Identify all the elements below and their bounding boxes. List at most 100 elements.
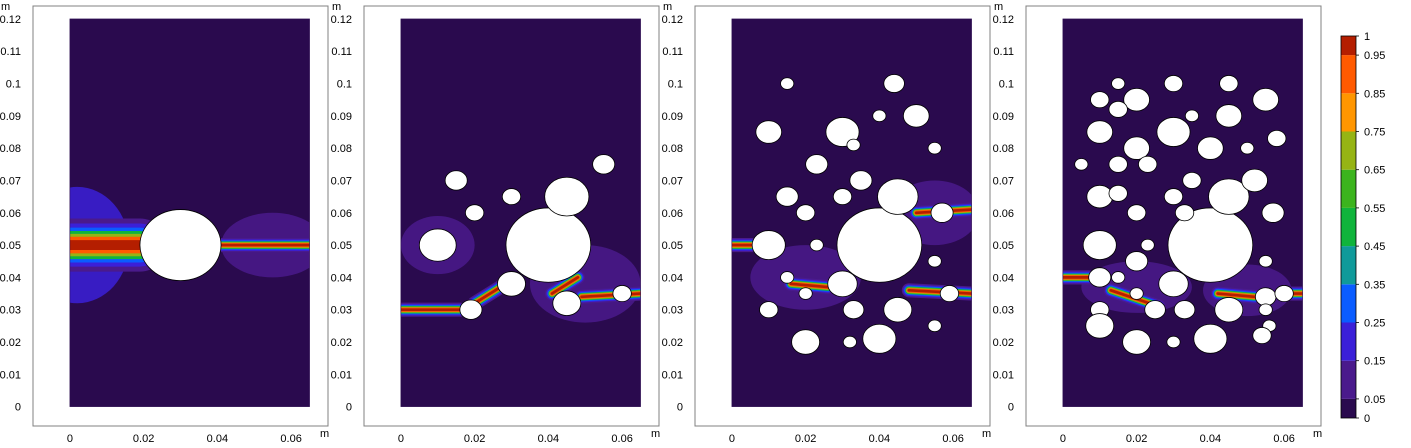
hole — [1127, 204, 1147, 222]
hole — [1241, 168, 1268, 193]
hole — [1082, 230, 1117, 261]
y-unit-label: m — [1, 1, 10, 13]
y-tick-label: 0.07 — [331, 175, 352, 187]
hole — [832, 188, 853, 206]
x-tick-label: 0.04 — [869, 433, 890, 445]
y-tick-label: 0.06 — [0, 208, 21, 220]
colorbar-segment — [1341, 246, 1356, 285]
x-unit-label: m — [651, 428, 660, 440]
hole — [1125, 251, 1149, 272]
hole — [780, 77, 795, 90]
x-tick-label: 0.04 — [538, 433, 559, 445]
y-tick-label: 0.1 — [999, 79, 1014, 91]
colorbar-tick-label: 0.05 — [1364, 394, 1385, 406]
hole — [1140, 238, 1155, 252]
hole — [1219, 75, 1239, 93]
hole — [1182, 171, 1202, 189]
hole — [1197, 136, 1224, 160]
hole — [1261, 202, 1285, 223]
y-tick-label: 0.1 — [337, 79, 352, 91]
hole — [1193, 323, 1228, 354]
y-tick-label: 0.07 — [662, 175, 683, 187]
hole — [809, 238, 824, 252]
hole — [459, 299, 483, 320]
hole — [1166, 335, 1181, 349]
x-tick-label: 0.04 — [207, 433, 228, 445]
colorbar-tick-label: 0 — [1364, 413, 1370, 425]
y-tick-label: 0.06 — [662, 208, 683, 220]
hole — [930, 202, 954, 223]
x-tick-label: 0.06 — [611, 433, 632, 445]
y-tick-label: 0.01 — [993, 369, 1014, 381]
hole — [827, 270, 858, 298]
x-tick-label: 0 — [398, 433, 404, 445]
colorbar-segment — [1341, 207, 1356, 247]
y-tick-label: 0.08 — [331, 143, 352, 155]
x-unit-label: m — [982, 428, 991, 440]
hole — [1258, 303, 1273, 316]
hole — [1111, 271, 1126, 284]
y-tick-label: 0.01 — [0, 369, 21, 381]
domain-background — [400, 18, 641, 407]
y-tick-label: 0.02 — [662, 337, 683, 349]
hole — [1086, 184, 1114, 209]
hole — [902, 104, 930, 128]
hole — [1090, 91, 1110, 109]
y-tick-label: 0.05 — [331, 240, 352, 252]
hole — [1156, 117, 1191, 147]
y-tick-label: 0.04 — [0, 272, 21, 284]
colorbar-tick-label: 0.35 — [1364, 279, 1385, 291]
hole — [418, 228, 457, 262]
y-tick-label: 0.08 — [993, 143, 1014, 155]
panel-1: 0 0.01 0.02 0.03 0.04 0.05 0.06 0.07 0.08 0.09 0.1… — [0, 1, 329, 445]
hole — [465, 204, 485, 222]
hole — [1123, 87, 1150, 112]
hole — [849, 170, 873, 191]
x-tick-label: 0.06 — [1273, 433, 1294, 445]
hole — [1158, 270, 1189, 298]
hole — [1252, 87, 1279, 112]
crack-band — [1216, 292, 1256, 299]
y-tick-label: 0.12 — [993, 14, 1014, 26]
y-tick-label: 0.07 — [0, 175, 21, 187]
y-tick-label: 0 — [677, 402, 683, 414]
y-tick-label: 0.09 — [0, 111, 21, 123]
hole — [842, 335, 857, 349]
hole — [1258, 255, 1273, 268]
domain-outline — [1062, 18, 1303, 407]
x-tick-label: 0.06 — [942, 433, 963, 445]
hole — [883, 297, 913, 323]
hole — [755, 120, 783, 144]
y-tick-label: 0.01 — [662, 369, 683, 381]
hole — [927, 319, 942, 333]
y-tick-label: 0.12 — [0, 14, 21, 26]
colorbar-tick-label: 0.25 — [1364, 318, 1385, 330]
hole — [927, 255, 942, 268]
hole — [1138, 155, 1158, 173]
y-tick-label: 0.02 — [993, 337, 1014, 349]
hole — [751, 230, 786, 261]
hole — [862, 323, 897, 354]
colorbar-segment — [1341, 131, 1356, 170]
panel-4: 0 0.01 0.02 0.03 0.04 0.05 0.06 0.07 0.08 0.09 0.1… — [993, 1, 1323, 445]
y-tick-label: 0.05 — [662, 240, 683, 252]
hole — [444, 170, 468, 191]
hole — [1085, 313, 1115, 339]
crack-band — [473, 285, 502, 305]
x-tick-label: 0 — [729, 433, 735, 445]
hole — [939, 285, 960, 303]
hole — [1163, 75, 1184, 93]
y-tick-label: 0.09 — [993, 111, 1014, 123]
x-unit-label: m — [320, 428, 329, 440]
y-tick-label: 0.08 — [0, 143, 21, 155]
domain-outline — [400, 18, 641, 407]
hole — [1108, 100, 1128, 118]
x-tick-label: 0 — [1060, 433, 1066, 445]
colorbar-segment — [1341, 93, 1356, 132]
hole — [775, 186, 799, 207]
x-tick-label: 0.02 — [464, 433, 485, 445]
hole — [1074, 158, 1089, 171]
y-tick-label: 0 — [1008, 402, 1014, 414]
x-tick-label: 0.04 — [1200, 433, 1221, 445]
